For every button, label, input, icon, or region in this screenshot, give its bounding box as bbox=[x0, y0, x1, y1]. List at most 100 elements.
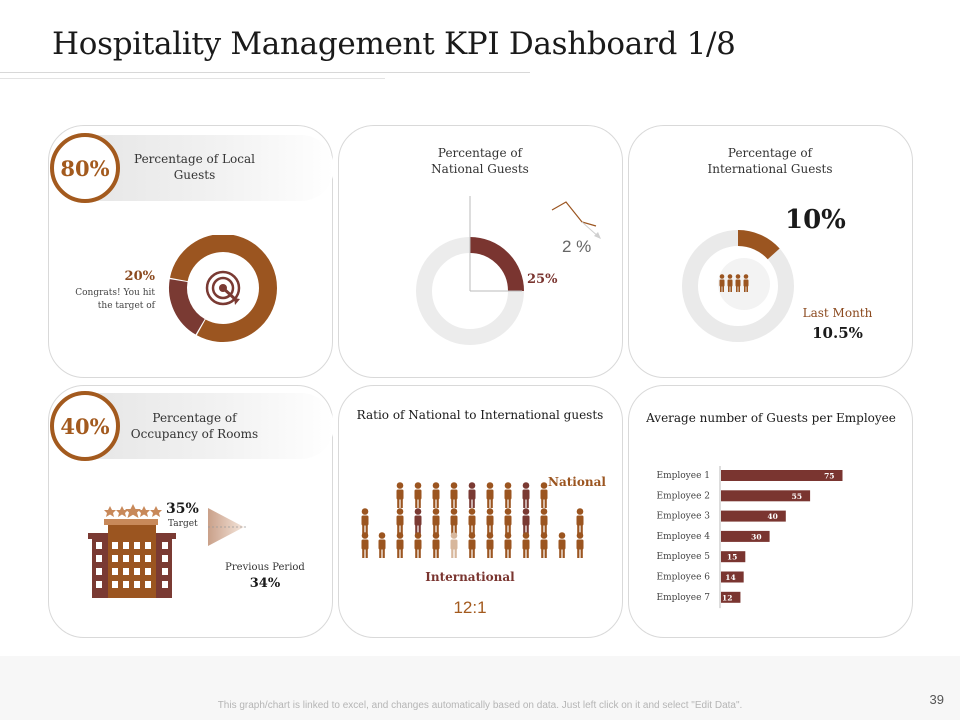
ratio-value: 12:1 bbox=[453, 598, 487, 617]
employee-bar bbox=[721, 530, 770, 542]
person-icon bbox=[396, 482, 404, 508]
employee-bar-value: 12 bbox=[722, 593, 732, 602]
international-label: International bbox=[425, 570, 515, 584]
local-guests-note-line2: the target of bbox=[97, 301, 155, 311]
person-icon bbox=[540, 482, 548, 508]
footer-bar bbox=[0, 656, 960, 720]
person-icon bbox=[576, 508, 584, 534]
person-icon bbox=[522, 508, 530, 534]
page-number: 39 bbox=[929, 692, 944, 707]
other-guests-slice bbox=[169, 279, 206, 335]
national-guests-label-line1: Percentage of bbox=[437, 146, 523, 160]
employee-label: Employee 2 bbox=[657, 491, 711, 501]
occupancy-label-band bbox=[84, 393, 334, 459]
person-icon bbox=[540, 532, 548, 558]
employee-label: Employee 1 bbox=[657, 471, 711, 481]
occupancy-badge: 40% bbox=[50, 391, 120, 461]
person-icon bbox=[450, 532, 458, 558]
employee-label: Employee 6 bbox=[657, 573, 711, 583]
person-icon bbox=[378, 532, 386, 558]
person-icon bbox=[468, 508, 476, 534]
target-arrow-icon bbox=[206, 508, 246, 546]
occupancy-label: Percentage of Occupancy of Rooms bbox=[122, 410, 267, 442]
title-divider-secondary bbox=[0, 78, 385, 79]
last-month-value: 10.5% bbox=[812, 324, 863, 342]
employee-bar-value: 40 bbox=[767, 512, 777, 521]
employee-bar-value: 75 bbox=[824, 472, 834, 481]
person-icon bbox=[414, 508, 422, 534]
employee-bar bbox=[721, 571, 744, 583]
person-icon bbox=[576, 532, 584, 558]
last-month-label: Last Month bbox=[802, 306, 873, 320]
page-title: Hospitality Management KPI Dashboard 1/8 bbox=[52, 26, 736, 62]
ratio-title: Ratio of National to International guest… bbox=[356, 408, 604, 422]
title-divider bbox=[0, 72, 530, 73]
international-guests-donut bbox=[682, 230, 794, 342]
international-guests-label-line1: Percentage of bbox=[727, 146, 813, 160]
person-icon bbox=[396, 532, 404, 558]
employee-bar bbox=[721, 510, 786, 522]
national-guests-change: 2 % bbox=[562, 237, 592, 256]
employee-bar bbox=[721, 490, 811, 502]
person-icon bbox=[486, 508, 494, 534]
local-guests-slice bbox=[169, 235, 277, 342]
national-guests-slice bbox=[469, 237, 524, 292]
local-guests-badge: 80% bbox=[50, 133, 120, 203]
international-guests-label: Percentage of International Guests bbox=[690, 145, 850, 177]
national-guests-label-line2: National Guests bbox=[431, 162, 529, 176]
employee-label: Employee 3 bbox=[657, 512, 711, 522]
people-group-icon bbox=[719, 274, 749, 292]
person-icon bbox=[396, 508, 404, 534]
person-icon bbox=[504, 482, 512, 508]
person-icon bbox=[468, 482, 476, 508]
national-guests-label: Percentage of National Guests bbox=[400, 145, 560, 177]
local-guests-note: Congrats! You hit the target of bbox=[56, 287, 155, 313]
person-icon bbox=[432, 482, 440, 508]
person-icon bbox=[558, 532, 566, 558]
employees-chart-title: Average number of Guests per Employee bbox=[646, 411, 896, 425]
national-label: National bbox=[548, 475, 606, 489]
employee-label: Employee 7 bbox=[657, 593, 711, 603]
employee-bar-value: 30 bbox=[751, 532, 761, 541]
occupancy-label-line1: Percentage of bbox=[152, 411, 237, 425]
person-icon bbox=[361, 508, 369, 534]
occupancy-target-value: 35% bbox=[166, 501, 199, 517]
person-icon bbox=[486, 532, 494, 558]
local-guests-note-line1: Congrats! You hit bbox=[75, 288, 155, 298]
employee-bar-value: 55 bbox=[792, 492, 802, 501]
previous-period-label: Previous Period bbox=[225, 562, 305, 573]
local-guests-label-line1: Percentage of Local bbox=[134, 152, 255, 166]
person-icon bbox=[432, 508, 440, 534]
employee-bar bbox=[721, 551, 746, 563]
local-guests-value: 20% bbox=[124, 269, 155, 284]
employee-bar bbox=[721, 591, 741, 603]
employees-bar-chart: Employee 1 75 Employee 2 55 Employee 3 40 Empl… bbox=[657, 466, 843, 609]
trend-down-icon bbox=[551, 201, 601, 239]
local-guests-label-line2: Guests bbox=[173, 168, 216, 182]
international-guests-slice bbox=[737, 230, 780, 260]
person-icon bbox=[450, 508, 458, 534]
employee-bar bbox=[721, 470, 843, 481]
previous-period-value: 34% bbox=[249, 576, 281, 591]
hotel-building-icon bbox=[88, 504, 176, 598]
international-guests-value: 10% bbox=[785, 205, 846, 235]
employee-label: Employee 4 bbox=[657, 532, 711, 542]
occupancy-target-label: Target bbox=[168, 519, 198, 529]
local-guests-donut bbox=[169, 235, 277, 342]
person-icon bbox=[414, 532, 422, 558]
occupancy-label-line2: Occupancy of Rooms bbox=[130, 427, 259, 441]
person-icon bbox=[450, 482, 458, 508]
person-icon bbox=[486, 482, 494, 508]
national-guests-donut bbox=[416, 196, 524, 345]
target-icon bbox=[205, 270, 241, 306]
person-icon bbox=[522, 482, 530, 508]
footnote: This graph/chart is linked to excel, and… bbox=[217, 700, 743, 711]
employee-label: Employee 5 bbox=[657, 552, 711, 562]
person-icon bbox=[504, 508, 512, 534]
local-guests-label-band bbox=[84, 135, 334, 201]
person-icon bbox=[468, 532, 476, 558]
employee-bar-value: 14 bbox=[725, 573, 735, 582]
employee-bar-value: 15 bbox=[727, 553, 737, 562]
person-icon bbox=[540, 508, 548, 534]
person-icon bbox=[432, 532, 440, 558]
